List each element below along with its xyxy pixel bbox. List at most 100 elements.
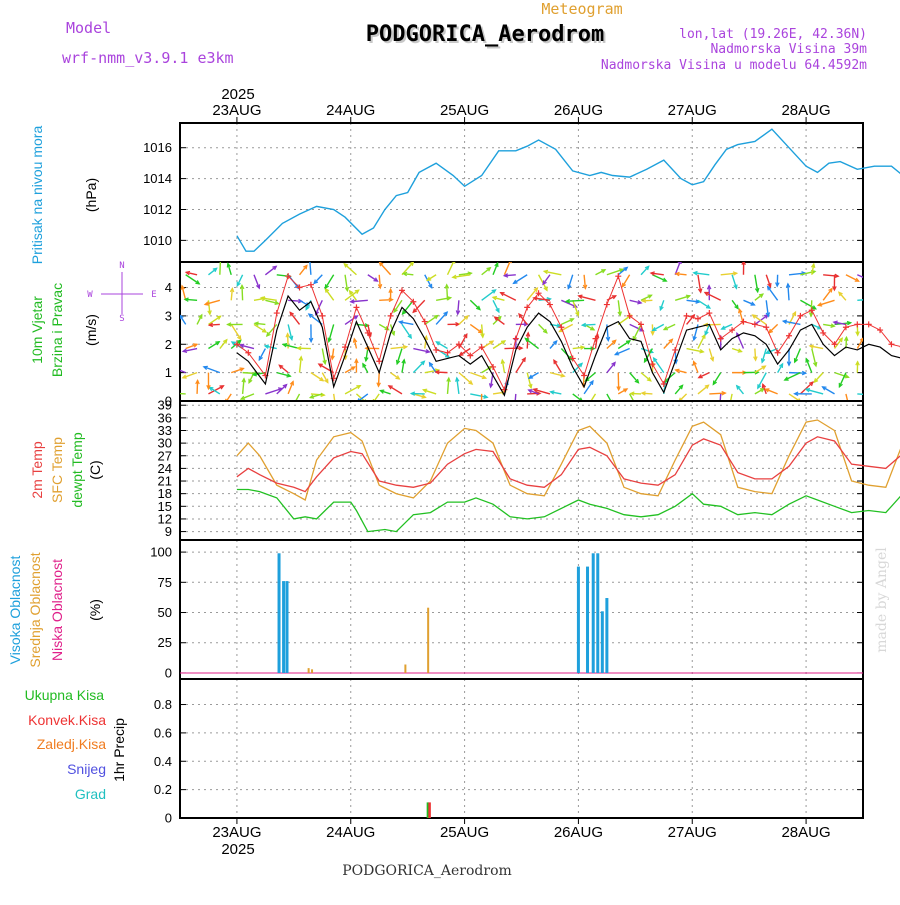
dewpt-axis-title: dewpt Temp bbox=[69, 432, 85, 507]
wind-arrow-head bbox=[480, 405, 484, 409]
gust-marker bbox=[866, 321, 872, 327]
wind-arrow bbox=[607, 394, 613, 404]
gust-marker bbox=[854, 321, 860, 327]
bottom-year-label: 2025 bbox=[221, 841, 254, 858]
y-tick-label: 0.2 bbox=[154, 782, 172, 797]
gust-marker bbox=[786, 333, 792, 339]
wind-arrow bbox=[641, 266, 649, 274]
gust-marker bbox=[433, 347, 439, 353]
top-day-label: 26AUG bbox=[554, 102, 603, 119]
legend-convective-rain: Konvek.Kisa bbox=[28, 712, 106, 728]
cloud-axis-unit: (%) bbox=[87, 599, 103, 621]
wind-arrow bbox=[713, 373, 720, 385]
gust-markers bbox=[234, 273, 900, 392]
wind-arrow bbox=[769, 324, 778, 332]
wind-arrow bbox=[698, 385, 709, 394]
panel-frame bbox=[180, 262, 863, 401]
wind-arrow bbox=[344, 264, 356, 275]
panel-frame bbox=[180, 123, 863, 262]
wind-arrow bbox=[402, 324, 411, 338]
watermark: made by Angel bbox=[874, 547, 890, 653]
y-tick-label: 0.8 bbox=[154, 697, 172, 712]
lonlat: lon,lat (19.26E, 42.36N) bbox=[679, 27, 867, 42]
wind-arrow bbox=[622, 275, 629, 287]
gust-marker bbox=[581, 372, 587, 378]
precip-panel: 00.20.40.60.8 bbox=[154, 679, 863, 826]
wind-arrow bbox=[208, 316, 220, 324]
wind-arrow bbox=[265, 266, 276, 274]
wind-axis-title2: Brzina i Pravac bbox=[49, 283, 65, 377]
wind-arrow bbox=[800, 300, 815, 309]
y-tick-label: 100 bbox=[150, 545, 172, 560]
bottom-day-label: 25AUG bbox=[440, 824, 489, 841]
wind-arrow bbox=[325, 289, 333, 300]
wind-arrow bbox=[823, 289, 832, 301]
wind-arrow bbox=[231, 324, 240, 339]
high-cloud-bar bbox=[592, 553, 595, 673]
wind-arrow-head bbox=[847, 407, 850, 411]
bottom-day-label: 27AUG bbox=[668, 824, 717, 841]
model-label: Model bbox=[66, 19, 111, 37]
wind-arrow-head bbox=[219, 257, 223, 261]
wind-arrow bbox=[514, 275, 528, 284]
wind-arrow bbox=[186, 275, 200, 284]
gust-marker bbox=[695, 316, 701, 322]
wind-arrow bbox=[654, 358, 664, 373]
pressure-axis-unit: (hPa) bbox=[83, 178, 99, 212]
gust-marker bbox=[672, 347, 678, 353]
y-tick-label: 39 bbox=[158, 398, 172, 413]
wind-arrow bbox=[459, 373, 472, 384]
wind-arrow bbox=[789, 373, 806, 374]
high-cloud-axis-title: Visoka Oblacnost bbox=[7, 556, 23, 665]
wind-arrow bbox=[459, 316, 468, 325]
wind-arrow bbox=[459, 334, 467, 348]
wind-arrow bbox=[664, 339, 673, 348]
high-cloud-bar bbox=[278, 553, 281, 673]
temp2m-axis-title: 2m Temp bbox=[29, 441, 45, 499]
wind-arrow bbox=[618, 341, 630, 349]
gust-marker bbox=[615, 273, 621, 279]
wind-arrow bbox=[641, 373, 651, 381]
top-day-label: 23AUG bbox=[212, 102, 261, 119]
wind-arrow bbox=[325, 275, 333, 288]
wind-arrow bbox=[482, 290, 496, 300]
footer-station: PODGORICA_Aerodrom bbox=[342, 863, 512, 879]
wind-arrow bbox=[220, 257, 221, 275]
wind-arrow bbox=[470, 300, 480, 309]
high-cloud-bar bbox=[577, 567, 580, 673]
wind-arrow bbox=[402, 300, 413, 314]
bottom-day-label: 26AUG bbox=[554, 824, 603, 841]
convective-rain-bar bbox=[428, 802, 431, 818]
wind-arrow bbox=[314, 275, 322, 284]
wind-arrow bbox=[857, 275, 872, 281]
y-tick-label: 0.6 bbox=[154, 725, 172, 740]
y-tick-label: 2 bbox=[165, 337, 172, 352]
y-tick-label: 50 bbox=[158, 605, 172, 620]
mid-cloud-bar bbox=[404, 664, 406, 672]
chart-type: Meteogram bbox=[541, 0, 622, 18]
panel-frame bbox=[180, 679, 863, 818]
wind-arrow bbox=[814, 373, 823, 382]
wind-arrow bbox=[607, 363, 615, 373]
gust-marker bbox=[513, 336, 519, 342]
high-cloud-bar bbox=[605, 598, 608, 673]
top-day-label: 25AUG bbox=[440, 102, 489, 119]
y-tick-label: 0 bbox=[165, 665, 172, 680]
top-day-label: 27AUG bbox=[668, 102, 717, 119]
legend-freezing-rain: Zaledj.Kisa bbox=[37, 736, 106, 752]
wind-arrow bbox=[846, 394, 850, 411]
wind-arrow-head bbox=[868, 278, 872, 281]
wind-axis-title: 10m Vjetar bbox=[29, 296, 45, 364]
bottom-day-label: 24AUG bbox=[326, 824, 375, 841]
bottom-day-label: 28AUG bbox=[781, 824, 830, 841]
mid-cloud-bar bbox=[308, 668, 310, 673]
wind-arrow-head bbox=[869, 393, 873, 397]
compass-w: W bbox=[87, 290, 93, 300]
wind-arrow bbox=[311, 373, 323, 381]
wind-arrow bbox=[705, 293, 721, 301]
high-cloud-bar bbox=[596, 553, 599, 673]
gust-marker bbox=[604, 302, 610, 308]
y-tick-label: 4 bbox=[165, 280, 172, 295]
